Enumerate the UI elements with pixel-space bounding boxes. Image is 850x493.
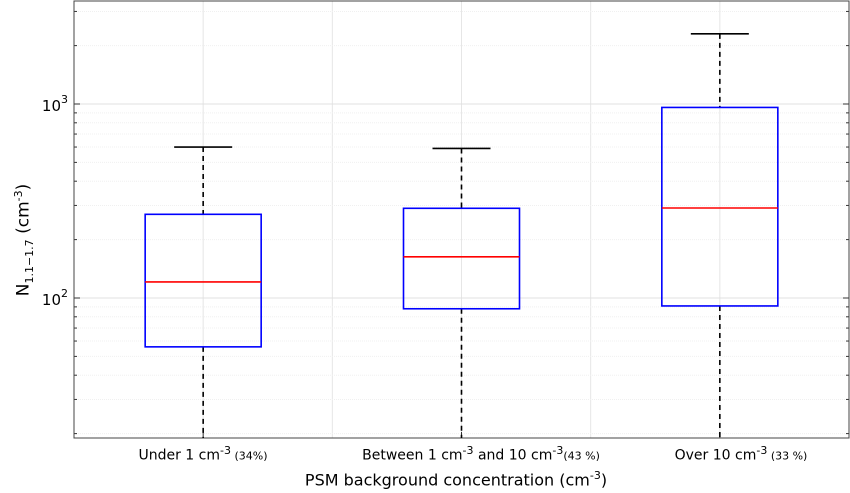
y-tick-label: 102 (42, 287, 68, 309)
category-label-over-10: Over 10 cm-3 (33 %) (674, 444, 808, 464)
y-tick-label: 103 (42, 93, 68, 115)
box-iqr (402, 207, 521, 310)
category-label-under-1: Under 1 cm-3 (34%) (138, 444, 268, 464)
box-iqr (144, 213, 262, 348)
box-iqr (661, 106, 779, 307)
category-label-between-1-10: Between 1 cm-3 and 10 cm-3(43 %) (362, 444, 600, 464)
y-axis-label: N1.1−1.7 (cm-3) (11, 183, 37, 297)
x-axis-label: PSM background concentration (cm-3) (304, 469, 608, 490)
